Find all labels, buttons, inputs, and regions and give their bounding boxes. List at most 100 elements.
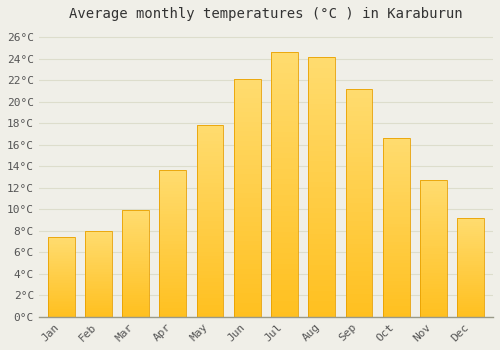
Bar [346, 248, 372, 253]
Bar [346, 289, 372, 294]
Bar [48, 250, 74, 252]
Bar [308, 140, 335, 146]
Bar [196, 267, 224, 271]
Bar [234, 260, 260, 265]
Bar [122, 240, 149, 242]
Bar [160, 232, 186, 235]
Bar [458, 307, 484, 309]
Bar [346, 112, 372, 116]
Bar [458, 256, 484, 257]
Bar [122, 219, 149, 221]
Bar [122, 308, 149, 310]
Bar [308, 208, 335, 213]
Bar [85, 303, 112, 305]
Bar [271, 132, 298, 137]
Bar [85, 231, 112, 317]
Bar [234, 136, 260, 141]
Bar [458, 246, 484, 247]
Bar [234, 302, 260, 307]
Bar [458, 253, 484, 256]
Bar [383, 203, 409, 206]
Bar [122, 246, 149, 248]
Bar [271, 243, 298, 248]
Bar [85, 307, 112, 308]
Bar [160, 302, 186, 305]
Bar [85, 305, 112, 307]
Bar [458, 311, 484, 313]
Bar [383, 156, 409, 160]
Bar [346, 308, 372, 312]
Bar [271, 52, 298, 317]
Bar [48, 290, 74, 291]
Bar [160, 267, 186, 270]
Bar [160, 246, 186, 250]
Bar [196, 221, 224, 225]
Bar [308, 130, 335, 135]
Bar [308, 57, 335, 63]
Bar [196, 252, 224, 255]
Bar [196, 263, 224, 267]
Bar [48, 294, 74, 296]
Bar [420, 300, 447, 303]
Bar [271, 78, 298, 84]
Bar [383, 274, 409, 278]
Bar [234, 203, 260, 208]
Bar [420, 180, 447, 317]
Bar [271, 280, 298, 285]
Bar [346, 125, 372, 130]
Bar [420, 292, 447, 295]
Bar [346, 303, 372, 308]
Bar [420, 199, 447, 202]
Bar [48, 285, 74, 287]
Bar [458, 303, 484, 305]
Bar [420, 259, 447, 262]
Bar [234, 284, 260, 288]
Bar [196, 171, 224, 175]
Bar [196, 290, 224, 294]
Bar [122, 279, 149, 281]
Bar [346, 203, 372, 207]
Bar [458, 240, 484, 242]
Bar [196, 145, 224, 148]
Bar [346, 162, 372, 166]
Bar [458, 228, 484, 230]
Bar [85, 268, 112, 270]
Bar [346, 253, 372, 258]
Bar [48, 306, 74, 307]
Bar [383, 252, 409, 256]
Bar [383, 177, 409, 181]
Bar [383, 242, 409, 245]
Bar [122, 210, 149, 212]
Bar [234, 198, 260, 203]
Bar [271, 237, 298, 243]
Bar [271, 126, 298, 132]
Bar [122, 217, 149, 219]
Bar [234, 222, 260, 226]
Bar [196, 225, 224, 229]
Bar [458, 275, 484, 277]
Bar [271, 227, 298, 232]
Bar [48, 256, 74, 258]
Bar [458, 313, 484, 315]
Bar [85, 245, 112, 246]
Bar [458, 230, 484, 232]
Bar [458, 241, 484, 244]
Bar [85, 262, 112, 264]
Bar [271, 63, 298, 68]
Bar [271, 285, 298, 290]
Bar [85, 291, 112, 293]
Bar [234, 179, 260, 184]
Bar [196, 271, 224, 275]
Bar [85, 293, 112, 294]
Bar [85, 251, 112, 253]
Bar [85, 279, 112, 281]
Bar [160, 205, 186, 209]
Bar [48, 274, 74, 275]
Bar [234, 169, 260, 174]
Bar [85, 232, 112, 234]
Bar [160, 264, 186, 267]
Bar [458, 244, 484, 246]
Bar [383, 295, 409, 299]
Bar [160, 258, 186, 261]
Bar [271, 211, 298, 216]
